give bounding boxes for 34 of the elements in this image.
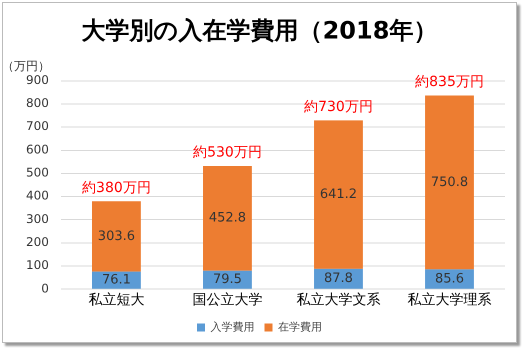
bar bbox=[425, 96, 474, 270]
x-tick-label: 私立大学理系 bbox=[407, 292, 492, 308]
y-tick-label: 400 bbox=[26, 188, 49, 203]
x-tick-label: 私立短大 bbox=[88, 292, 144, 308]
chart-title: 大学別の入在学費用（2018年） bbox=[82, 16, 438, 45]
bar bbox=[203, 166, 252, 271]
y-tick-label: 500 bbox=[26, 166, 49, 180]
data-label: 303.6 bbox=[98, 228, 136, 244]
y-tick-label: 600 bbox=[26, 142, 49, 156]
x-tick-label: 私立大学文系 bbox=[296, 292, 380, 308]
data-label: 87.8 bbox=[324, 271, 353, 286]
x-tick-label: 国公立大学 bbox=[192, 292, 262, 308]
data-label: 750.8 bbox=[430, 174, 468, 190]
data-label: 85.6 bbox=[435, 271, 464, 286]
y-tick-label: 100 bbox=[26, 258, 49, 272]
total-label: 約835万円 bbox=[415, 74, 484, 90]
total-label: 約730万円 bbox=[304, 99, 373, 116]
total-label: 約380万円 bbox=[82, 180, 151, 196]
bar bbox=[314, 120, 363, 269]
y-tick-label: 300 bbox=[26, 212, 49, 226]
data-label: 76.1 bbox=[102, 272, 131, 288]
legend-label: 入学費用 bbox=[210, 320, 254, 334]
total-label: 約530万円 bbox=[193, 144, 262, 161]
y-tick-label: 700 bbox=[26, 119, 49, 134]
y-tick-label: 0 bbox=[41, 281, 49, 296]
data-label: 452.8 bbox=[208, 210, 246, 226]
y-tick-label: 200 bbox=[26, 235, 49, 250]
data-label: 79.5 bbox=[212, 272, 242, 288]
y-tick-label: 800 bbox=[26, 96, 49, 110]
y-tick-label: 900 bbox=[26, 72, 49, 87]
y-axis-title: （万円） bbox=[2, 58, 50, 73]
bar bbox=[92, 201, 141, 272]
legend-label: 在学費用 bbox=[278, 320, 322, 334]
data-label: 641.2 bbox=[320, 187, 358, 202]
